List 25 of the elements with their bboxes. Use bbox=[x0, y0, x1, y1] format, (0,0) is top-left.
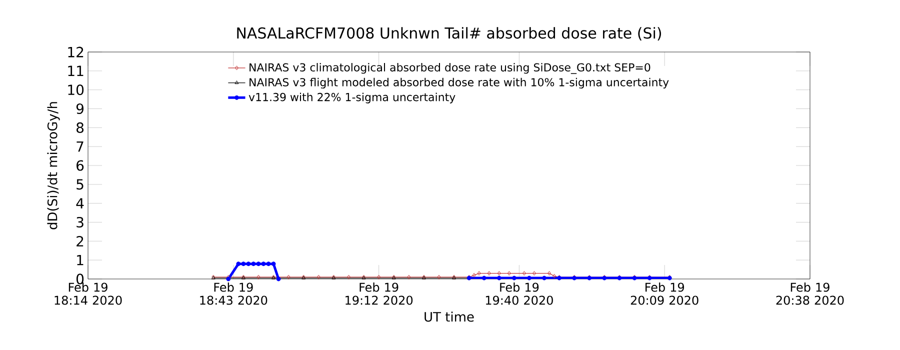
y-tick-label: 6 bbox=[76, 160, 84, 171]
y-tick-label: 12 bbox=[68, 46, 84, 58]
y-tick-label: 3 bbox=[76, 216, 84, 228]
x-tick-label: Feb 19 20:09 2020 bbox=[630, 282, 698, 305]
y-tick-label: 0 bbox=[76, 274, 84, 284]
legend-label: v11.39 with 22% 1-sigma uncertainty bbox=[248, 92, 456, 104]
chart-title: NASALaRCFM7008 Unknwn Tail# absorbed dose rate (Si) bbox=[237, 27, 662, 40]
x-tick-label: Feb 19 20:38 2020 bbox=[776, 282, 844, 305]
x-tick-label: Feb 19 18:14 2020 bbox=[54, 282, 122, 305]
x-tick-label: Feb 19 19:40 2020 bbox=[486, 282, 553, 305]
y-tick-label: 2 bbox=[76, 236, 84, 246]
legend-label: NAIRAS v3 climatological absorbed dose rate using SiDose_G0.txt SEP=0 bbox=[250, 63, 650, 74]
y-axis-title: dD(Si)/dt microGy/h bbox=[47, 102, 60, 230]
x-axis-title: UT time bbox=[424, 312, 474, 322]
y-tick-label: 8 bbox=[76, 122, 84, 133]
y-tick-label: 10 bbox=[68, 84, 84, 96]
y-tick-label: 5 bbox=[76, 179, 84, 190]
legend-label: NAIRAS v3 flight modeled absorbed dose rate with 10% 1-sigma uncertainty bbox=[250, 78, 669, 89]
y-tick-label: 11 bbox=[68, 66, 84, 76]
x-tick-label: Feb 19 19:12 2020 bbox=[346, 282, 413, 305]
y-tick-label: 9 bbox=[76, 103, 84, 114]
y-tick-label: 7 bbox=[76, 141, 84, 152]
y-tick-label: 1 bbox=[77, 254, 84, 266]
y-tick-label: 4 bbox=[76, 198, 84, 208]
x-tick-label: Feb 19 18:43 2020 bbox=[200, 282, 268, 305]
